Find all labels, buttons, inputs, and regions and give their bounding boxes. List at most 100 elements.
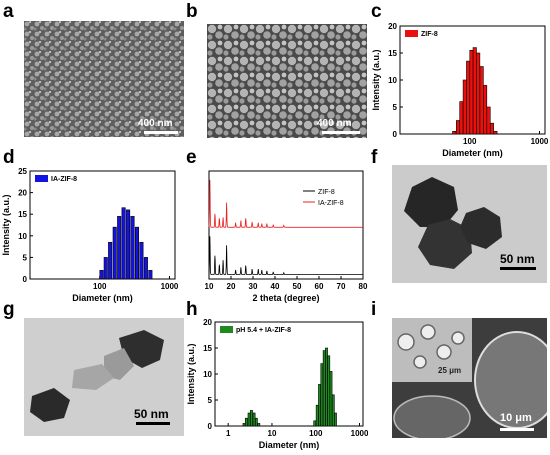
x-tick-label: 40: [271, 282, 280, 291]
histogram-bar: [257, 423, 261, 427]
histogram-bar: [483, 85, 488, 135]
sem-image-a: 400 nm: [24, 21, 184, 137]
y-tick-label: 0: [393, 130, 398, 139]
x-tick-label: 1: [226, 429, 231, 438]
sem-image-i: 25 μm 10 μm: [392, 318, 547, 438]
legend-swatch: [35, 175, 48, 182]
panel-letter-d: d: [3, 147, 15, 168]
y-tick-label: 0: [208, 422, 213, 431]
sem-image-b: 400 nm: [207, 24, 367, 138]
histogram-bar: [139, 241, 144, 280]
chart-c: 0 5 10 15 20 100 1000 ZIF-8 Diameter (nm) Intensi…: [371, 22, 549, 158]
scale-label-g: 50 nm: [134, 407, 169, 421]
histogram-bar: [130, 216, 135, 280]
panel-letter-b: b: [186, 1, 198, 22]
tem-image-f: 50 nm: [392, 165, 547, 283]
histogram-bar: [325, 347, 328, 427]
x-axis-label: Diameter (nm): [442, 148, 503, 158]
x-tick-label: 100: [463, 137, 477, 146]
x-axis-label: 2 theta (degree): [252, 293, 319, 303]
histogram-bar: [489, 122, 494, 135]
y-tick-label: 25: [18, 167, 27, 176]
histogram-bar: [99, 270, 104, 280]
x-tick-label: 100: [309, 429, 323, 438]
y-tick-label: 15: [18, 210, 27, 219]
histogram-bar: [148, 270, 153, 280]
histogram-bar: [476, 52, 481, 135]
x-tick-label: 80: [359, 282, 368, 291]
histogram-bar: [320, 363, 324, 427]
histogram-bar: [452, 131, 457, 135]
histogram-bar: [327, 355, 331, 427]
legend-swatch: [220, 326, 233, 333]
y-tick-label: 5: [208, 396, 213, 405]
histogram-bar: [459, 101, 464, 135]
histogram-bar: [466, 60, 471, 135]
panel-letter-g: g: [3, 299, 15, 320]
histogram-bar: [329, 371, 333, 427]
legend-swatch: [405, 30, 418, 37]
y-tick-label: 15: [203, 344, 212, 353]
sem-texture-i: [392, 318, 547, 438]
scale-label-b: 400 nm: [317, 118, 352, 129]
histogram-bar: [143, 257, 148, 280]
tem-image-g: 50 nm: [24, 318, 184, 436]
x-tick-label: 1000: [351, 429, 368, 438]
x-tick-label: 100: [93, 282, 107, 291]
histogram-bar: [334, 412, 337, 427]
x-tick-label: 50: [293, 282, 302, 291]
scale-label-f: 50 nm: [500, 252, 535, 266]
histogram-bar: [247, 412, 251, 427]
y-tick-label: 20: [388, 22, 397, 31]
y-tick-label: 20: [203, 318, 212, 327]
legend-label: pH 5.4 + IA-ZIF-8: [236, 327, 291, 334]
y-tick-label: 10: [203, 370, 212, 379]
plot-frame: [208, 170, 364, 280]
histogram-bar: [313, 420, 317, 427]
histogram-bar: [126, 209, 131, 280]
histogram-bar: [318, 384, 321, 427]
histogram-bar: [121, 207, 126, 280]
histogram-bar: [134, 226, 139, 280]
histogram-bar: [331, 394, 335, 427]
histogram-bar: [469, 49, 474, 135]
panel-letter-h: h: [186, 299, 198, 320]
histogram-bar: [112, 226, 117, 280]
y-axis-label: Intensity (a.u.): [1, 194, 11, 255]
x-tick-label: 10: [268, 429, 277, 438]
panel-letter-e: e: [186, 147, 197, 168]
y-tick-label: 5: [23, 253, 28, 262]
plot-frame: [214, 321, 364, 427]
x-tick-label: 20: [227, 282, 236, 291]
histogram-bar: [252, 412, 256, 427]
x-tick-label: 70: [337, 282, 346, 291]
xrd-line-zif-8: [208, 236, 363, 275]
x-tick-label: 30: [249, 282, 258, 291]
y-tick-label: 5: [393, 103, 398, 112]
plot-frame: [29, 170, 176, 280]
histogram-bar: [322, 350, 326, 427]
legend-label: ZIF-8: [318, 189, 335, 196]
x-axis-label: Diameter (nm): [259, 440, 320, 450]
histogram-bar: [242, 423, 246, 427]
panel-letter-f: f: [371, 147, 378, 168]
histogram-bar: [117, 216, 122, 280]
x-tick-label: 1000: [161, 282, 179, 291]
scale-label-a: 400 nm: [138, 118, 173, 129]
legend-label: IA-ZIF-8: [318, 200, 344, 207]
y-tick-label: 0: [23, 275, 28, 284]
x-axis-label: Diameter (nm): [72, 293, 133, 303]
histogram-bar: [479, 66, 484, 135]
legend-label: IA-ZIF-8: [51, 176, 77, 183]
x-tick-label: 1000: [531, 137, 549, 146]
panel-letter-a: a: [3, 1, 14, 22]
tem-particles-g: [24, 318, 184, 436]
sem-texture-a: [24, 21, 184, 137]
y-axis-label: Intensity (a.u.): [371, 49, 381, 110]
histogram-bar: [493, 131, 498, 135]
y-tick-label: 10: [18, 232, 27, 241]
legend-label: ZIF-8: [421, 31, 438, 38]
histogram-bar: [456, 120, 461, 135]
histogram-bar: [486, 106, 491, 135]
xrd-line-ia-zif-8: [208, 179, 363, 228]
